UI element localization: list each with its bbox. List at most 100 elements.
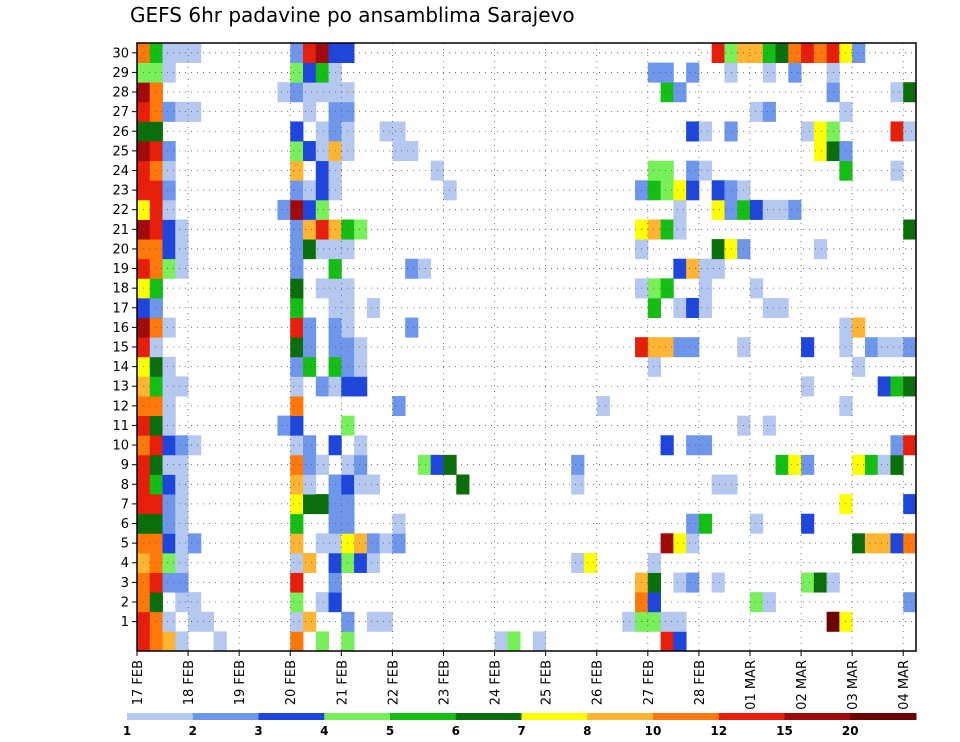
- heatmap-cell: [405, 317, 419, 338]
- heatmap-cell: [813, 43, 828, 64]
- heatmap-cell: [303, 494, 317, 515]
- heatmap-cell: [801, 513, 815, 534]
- heatmap-cell: [788, 454, 802, 475]
- y-tick-label: 4: [121, 556, 129, 571]
- heatmap-cell: [417, 258, 432, 279]
- heatmap-cell: [315, 160, 329, 181]
- heatmap-cell: [175, 101, 189, 122]
- heatmap-cell: [162, 533, 176, 554]
- heatmap-cell: [647, 278, 661, 299]
- heatmap-cell: [290, 592, 304, 613]
- heatmap-cell: [162, 258, 176, 279]
- heatmap-cell: [303, 43, 317, 64]
- x-tick-label: 04 MAR: [897, 660, 912, 710]
- heatmap-cell: [890, 337, 904, 358]
- heatmap-cell: [175, 552, 189, 573]
- heatmap-cell: [162, 199, 176, 220]
- heatmap-cell: [762, 43, 776, 64]
- heatmap-cell: [890, 435, 904, 456]
- heatmap-cell: [903, 376, 917, 397]
- heatmap-cell: [673, 297, 687, 318]
- heatmap-cell: [686, 180, 700, 201]
- heatmap-cell: [366, 611, 381, 632]
- heatmap-cell: [366, 533, 381, 554]
- heatmap-cell: [149, 474, 163, 495]
- y-tick-label: 3: [121, 576, 129, 591]
- heatmap-cell: [303, 219, 317, 240]
- heatmap-cell: [813, 239, 828, 260]
- heatmap-cell: [417, 454, 432, 475]
- heatmap-cell: [290, 631, 304, 652]
- heatmap-cell: [647, 337, 661, 358]
- heatmap-cell: [762, 415, 776, 436]
- heatmap-cell: [354, 552, 368, 573]
- dotted-gridlines: [137, 43, 916, 651]
- heatmap-cell: [303, 141, 317, 162]
- heatmap-cell: [290, 278, 304, 299]
- heatmap-cell: [686, 533, 700, 554]
- heatmap-cell: [647, 572, 661, 593]
- heatmap-cell: [749, 592, 764, 613]
- heatmap-cell: [890, 533, 904, 554]
- heatmap-cell: [175, 572, 189, 593]
- heatmap-cell: [379, 611, 393, 632]
- colorbar-label: 6: [452, 724, 460, 738]
- heatmap-cell: [673, 631, 687, 652]
- heatmap-cell: [456, 474, 470, 495]
- heatmap-cell: [149, 219, 163, 240]
- heatmap-cell: [749, 513, 764, 534]
- y-tick-label: 26: [112, 125, 129, 140]
- heatmap-cell: [749, 101, 764, 122]
- heatmap-cell: [877, 533, 891, 554]
- heatmap-cell: [188, 101, 202, 122]
- heatmap-cell: [200, 611, 215, 632]
- heatmap-cell: [392, 396, 406, 417]
- heatmap-cell: [175, 513, 189, 534]
- y-tick-label: 13: [112, 380, 129, 395]
- y-tick-label: 15: [112, 341, 129, 356]
- heatmap-cell: [813, 121, 828, 142]
- heatmap-cell: [149, 121, 163, 142]
- colorbar-swatch: [850, 713, 917, 720]
- heatmap-cell: [315, 82, 329, 103]
- heatmap-cell: [162, 454, 176, 475]
- heatmap-cell: [801, 572, 815, 593]
- heatmap-cell: [507, 631, 521, 652]
- heatmap-cell: [149, 180, 163, 201]
- heatmap-cell: [660, 337, 674, 358]
- heatmap-cell: [303, 62, 317, 83]
- heatmap-cell: [660, 82, 674, 103]
- heatmap-cell: [341, 631, 355, 652]
- y-tick-label: 8: [121, 478, 129, 493]
- heatmap-cell: [647, 611, 661, 632]
- y-axis-ticks: 1234567891011121314151617181920212223242…: [112, 46, 137, 630]
- heatmap-cell: [162, 435, 176, 456]
- heatmap-cell: [303, 317, 317, 338]
- heatmap-cell: [303, 454, 317, 475]
- heatmap-cell: [290, 317, 304, 338]
- heatmap-cell: [711, 258, 725, 279]
- heatmap-cell: [303, 356, 317, 377]
- heatmap-cell: [162, 513, 176, 534]
- heatmap-cell: [290, 415, 304, 436]
- heatmap-cell: [290, 297, 304, 318]
- heatmap-cell: [647, 180, 661, 201]
- heatmap-cell: [762, 62, 776, 83]
- heatmap-cell: [762, 592, 776, 613]
- heatmap-cell: [762, 297, 776, 318]
- heatmap-cell: [290, 474, 304, 495]
- heatmap-cell: [149, 454, 163, 475]
- x-tick-label: 18 FEB: [182, 660, 197, 705]
- heatmap-cell: [303, 435, 317, 456]
- heatmap-cell: [290, 199, 304, 220]
- heatmap-cell: [315, 219, 329, 240]
- heatmap-cell: [188, 592, 202, 613]
- heatmap-cell: [213, 631, 227, 652]
- heatmap-cell: [175, 435, 189, 456]
- y-tick-label: 14: [112, 360, 129, 375]
- heatmap-cell: [162, 141, 176, 162]
- heatmap-cell: [788, 43, 802, 64]
- heatmap-cell: [188, 611, 202, 632]
- heatmap-cell: [801, 121, 815, 142]
- heatmap-cell: [149, 317, 163, 338]
